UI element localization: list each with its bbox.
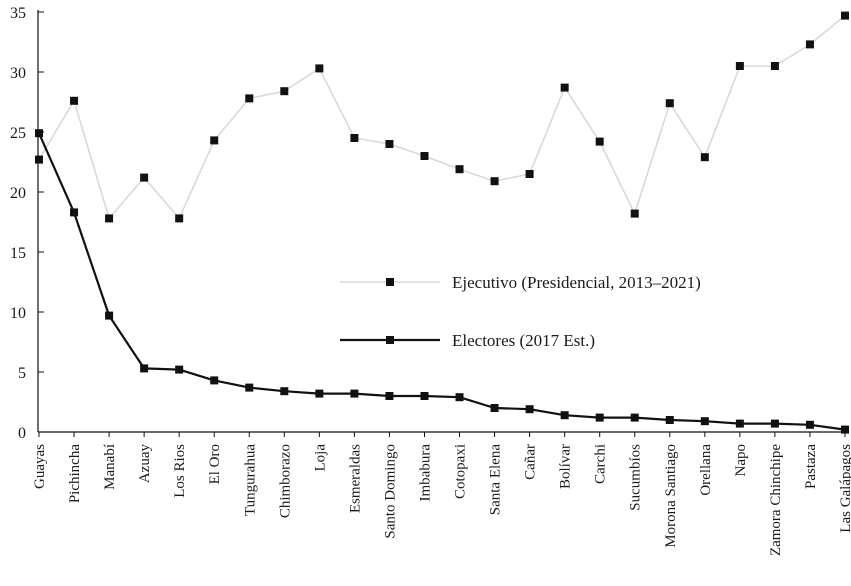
x-tick-label: Cotopaxi [453, 444, 469, 499]
data-point [630, 413, 639, 422]
data-point [175, 365, 184, 374]
x-tick-label: Sucumbíos [628, 444, 644, 511]
x-tick-label: Imbabura [417, 444, 433, 502]
series-points [35, 11, 849, 434]
series-line-2 [37, 132, 846, 431]
data-point [455, 165, 464, 174]
x-tick-label: El Oro [207, 444, 223, 484]
data-point [735, 62, 744, 70]
axes [37, 10, 849, 433]
data-point [420, 152, 429, 160]
x-tick-label: Loja [312, 444, 328, 472]
data-point [630, 209, 639, 218]
x-axis-ticks: Guayas Pichincha Manabí Azuay Los Rios El Oro… [32, 432, 851, 556]
series-line-1 [38, 14, 846, 220]
y-tick-label: 20 [10, 185, 26, 202]
data-point [280, 87, 289, 96]
data-point [140, 364, 149, 373]
data-point [350, 389, 359, 398]
x-tick-label: Los Rios [172, 444, 188, 498]
x-tick-label: Tungurahua [242, 444, 258, 516]
x-tick-label: Pichincha [67, 444, 83, 503]
data-point [420, 392, 429, 400]
x-tick-label: Cañar [523, 444, 539, 480]
legend-label: Electores (2017 Est.) [452, 331, 595, 350]
x-tick-label: Azuay [137, 444, 153, 484]
data-point [805, 420, 814, 429]
data-point [665, 416, 674, 424]
legend: Ejecutivo (Presidencial, 2013–2021) Elect… [340, 273, 701, 350]
x-tick-label: Santa Elena [488, 444, 504, 516]
data-point [70, 208, 79, 217]
data-point [490, 404, 499, 412]
data-point [841, 425, 849, 434]
data-point [35, 129, 43, 138]
data-point [210, 376, 219, 385]
x-tick-label: Orellana [698, 444, 714, 496]
data-point [210, 136, 219, 145]
y-tick-label: 30 [10, 65, 26, 82]
data-point [175, 214, 184, 223]
y-tick-label: 25 [10, 125, 26, 142]
data-point [770, 62, 779, 70]
data-point [105, 214, 114, 223]
x-tick-label: Napo [733, 444, 749, 477]
data-point [35, 155, 43, 164]
data-point [105, 311, 114, 320]
data-point [350, 134, 359, 142]
x-tick-label: Zamora Chinchipe [768, 444, 784, 556]
x-tick-label: Bolívar [558, 444, 574, 489]
y-tick-label: 10 [10, 305, 26, 322]
y-tick-label: 0 [18, 425, 26, 442]
x-tick-label: Carchi [593, 444, 609, 484]
data-point [245, 94, 254, 103]
data-point [525, 170, 534, 178]
data-point [315, 64, 324, 73]
data-point [841, 11, 849, 20]
data-point [525, 405, 534, 414]
y-axis-ticks: 0 5 10 15 20 25 30 35 [10, 5, 44, 442]
data-point [700, 153, 709, 162]
x-tick-label: Chimborazo [277, 444, 293, 518]
data-point [560, 83, 569, 92]
data-point [595, 137, 604, 146]
x-tick-label: Guayas [32, 444, 48, 489]
y-tick-label: 35 [10, 5, 26, 22]
data-point [770, 419, 779, 428]
series-lines [37, 14, 846, 431]
data-point [315, 389, 324, 398]
data-point [70, 96, 79, 105]
legend-marker [386, 336, 394, 344]
legend-label: Ejecutivo (Presidencial, 2013–2021) [452, 273, 701, 292]
x-tick-label: Esmeraldas [347, 444, 363, 513]
y-tick-label: 15 [10, 245, 26, 262]
data-point [700, 417, 709, 426]
x-tick-label: Santo Domingo [382, 444, 398, 539]
data-point [245, 383, 254, 392]
data-point [805, 40, 814, 49]
data-point [140, 173, 149, 182]
x-tick-label: Las Galápagos [838, 444, 851, 533]
legend-marker [386, 278, 394, 286]
data-point [595, 413, 604, 422]
data-point [490, 177, 499, 186]
y-tick-label: 5 [18, 365, 26, 382]
data-point [560, 411, 569, 420]
data-point [280, 387, 289, 396]
data-point [665, 99, 674, 108]
data-point [735, 419, 744, 428]
data-point [455, 393, 464, 402]
data-point [385, 392, 394, 400]
x-tick-label: Pastaza [803, 444, 819, 489]
x-tick-label: Morona Santiago [663, 444, 679, 548]
data-point [385, 140, 394, 148]
x-tick-label: Manabí [102, 444, 118, 490]
